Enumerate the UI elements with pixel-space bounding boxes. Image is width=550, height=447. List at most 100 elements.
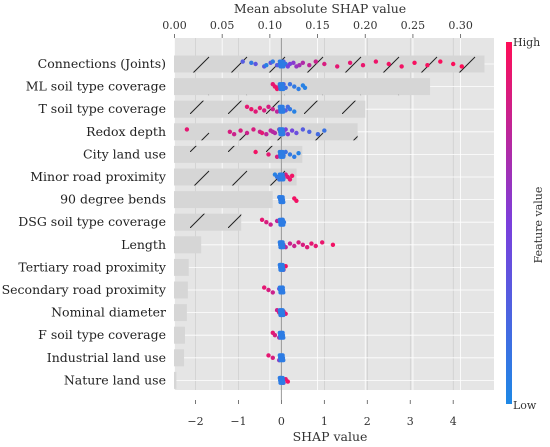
shap-point bbox=[268, 222, 273, 227]
shap-point bbox=[360, 62, 366, 68]
shap-point bbox=[264, 220, 269, 225]
feature-label: F soil type coverage bbox=[38, 327, 166, 342]
importance-bar-hatch bbox=[174, 304, 187, 322]
feature-label: ML soil type coverage bbox=[26, 79, 166, 94]
importance-bar-hatch bbox=[174, 145, 303, 163]
shap-point bbox=[438, 59, 443, 64]
bottom-tick-label: −2 bbox=[187, 415, 203, 428]
shap-point bbox=[300, 242, 306, 247]
colorbar-high-label: High bbox=[513, 36, 540, 49]
shap-point bbox=[270, 129, 275, 134]
bottom-tick-label: 2 bbox=[364, 415, 371, 428]
feature-label: Minor road proximity bbox=[30, 169, 167, 184]
shap-point bbox=[291, 60, 296, 65]
shap-point bbox=[335, 64, 340, 69]
shap-point bbox=[264, 62, 269, 68]
shap-point bbox=[249, 60, 254, 65]
shap-point bbox=[281, 335, 286, 340]
importance-bar-hatch bbox=[174, 236, 202, 254]
shap-point bbox=[313, 59, 318, 64]
feature-label: City land use bbox=[83, 146, 166, 161]
shap-point bbox=[266, 287, 271, 293]
shap-point bbox=[294, 130, 299, 136]
shap-point bbox=[425, 62, 430, 68]
importance-bar-hatch bbox=[174, 55, 485, 73]
top-tick-label: 0.30 bbox=[448, 19, 473, 32]
shap-point bbox=[270, 59, 275, 64]
feature-label: Redox depth bbox=[86, 124, 166, 139]
shap-point bbox=[266, 104, 271, 110]
shap-point bbox=[399, 64, 404, 69]
shap-point bbox=[289, 128, 295, 133]
shap-point bbox=[253, 149, 258, 155]
top-tick-label: 0.15 bbox=[305, 19, 330, 32]
feature-label: Industrial land use bbox=[47, 350, 166, 365]
importance-bar-hatch bbox=[174, 213, 242, 231]
shap-point bbox=[253, 61, 258, 67]
shap-point bbox=[281, 154, 286, 159]
shap-point bbox=[281, 380, 286, 385]
shap-point bbox=[281, 64, 286, 69]
feature-label: Nature land use bbox=[64, 372, 166, 387]
shap-point bbox=[285, 64, 291, 69]
shap-point bbox=[315, 132, 321, 137]
shap-point bbox=[281, 177, 286, 182]
feature-label: Length bbox=[121, 237, 166, 252]
shap-point bbox=[296, 151, 301, 156]
shap-point bbox=[281, 267, 286, 272]
shap-point bbox=[292, 109, 297, 114]
shap-point bbox=[294, 198, 299, 203]
bottom-tick-label: −1 bbox=[230, 415, 246, 428]
shap-point bbox=[300, 60, 306, 65]
bottom-axis-ticks: −2 −1 0 1 2 3 4 bbox=[187, 400, 457, 428]
importance-bar-hatch bbox=[174, 191, 273, 209]
shap-point bbox=[459, 64, 464, 69]
shap-point bbox=[238, 128, 243, 133]
shap-point bbox=[289, 173, 295, 178]
shap-point bbox=[302, 85, 308, 91]
top-tick-label: 0.05 bbox=[210, 19, 235, 32]
shap-point bbox=[309, 241, 314, 246]
importance-bar-hatch bbox=[174, 326, 185, 344]
shap-point bbox=[244, 130, 250, 136]
shap-point bbox=[272, 333, 278, 338]
shap-point bbox=[292, 243, 297, 249]
shap-point bbox=[297, 62, 302, 68]
top-axis-title: Mean absolute SHAP value bbox=[234, 1, 406, 16]
bottom-tick-label: 4 bbox=[450, 415, 457, 428]
importance-bar-hatch bbox=[174, 349, 185, 367]
shap-point bbox=[270, 107, 275, 112]
shap-point bbox=[281, 290, 286, 295]
shap-point bbox=[281, 245, 286, 250]
colorbar-low-label: Low bbox=[513, 399, 537, 412]
shap-point bbox=[287, 241, 293, 246]
feature-label: Connections (Joints) bbox=[38, 56, 166, 71]
importance-bar-hatch bbox=[174, 371, 177, 389]
shap-point bbox=[287, 82, 293, 87]
shap-point bbox=[296, 86, 301, 92]
shap-point bbox=[281, 313, 286, 318]
shap-point bbox=[281, 132, 286, 137]
shap-point bbox=[253, 109, 258, 114]
shap-point bbox=[262, 108, 267, 113]
shap-point bbox=[244, 104, 250, 110]
shap-point bbox=[257, 105, 263, 111]
top-tick-label: 0.20 bbox=[353, 19, 378, 32]
feature-label: Nominal diameter bbox=[51, 305, 166, 320]
shap-point bbox=[264, 132, 269, 137]
shap-point bbox=[270, 355, 275, 360]
shap-point bbox=[251, 127, 256, 132]
feature-label: Tertiary road proximity bbox=[18, 259, 167, 274]
shap-point bbox=[281, 358, 286, 363]
shap-point bbox=[259, 217, 265, 222]
shap-point bbox=[450, 61, 456, 67]
shap-point bbox=[386, 61, 391, 67]
feature-label: T soil type coverage bbox=[39, 101, 167, 116]
shap-point bbox=[285, 132, 291, 137]
shap-point bbox=[296, 240, 301, 245]
bottom-tick-label: 3 bbox=[407, 415, 414, 428]
beeswarm-points bbox=[184, 59, 464, 385]
shap-point bbox=[281, 200, 286, 205]
shap-point bbox=[412, 60, 417, 65]
